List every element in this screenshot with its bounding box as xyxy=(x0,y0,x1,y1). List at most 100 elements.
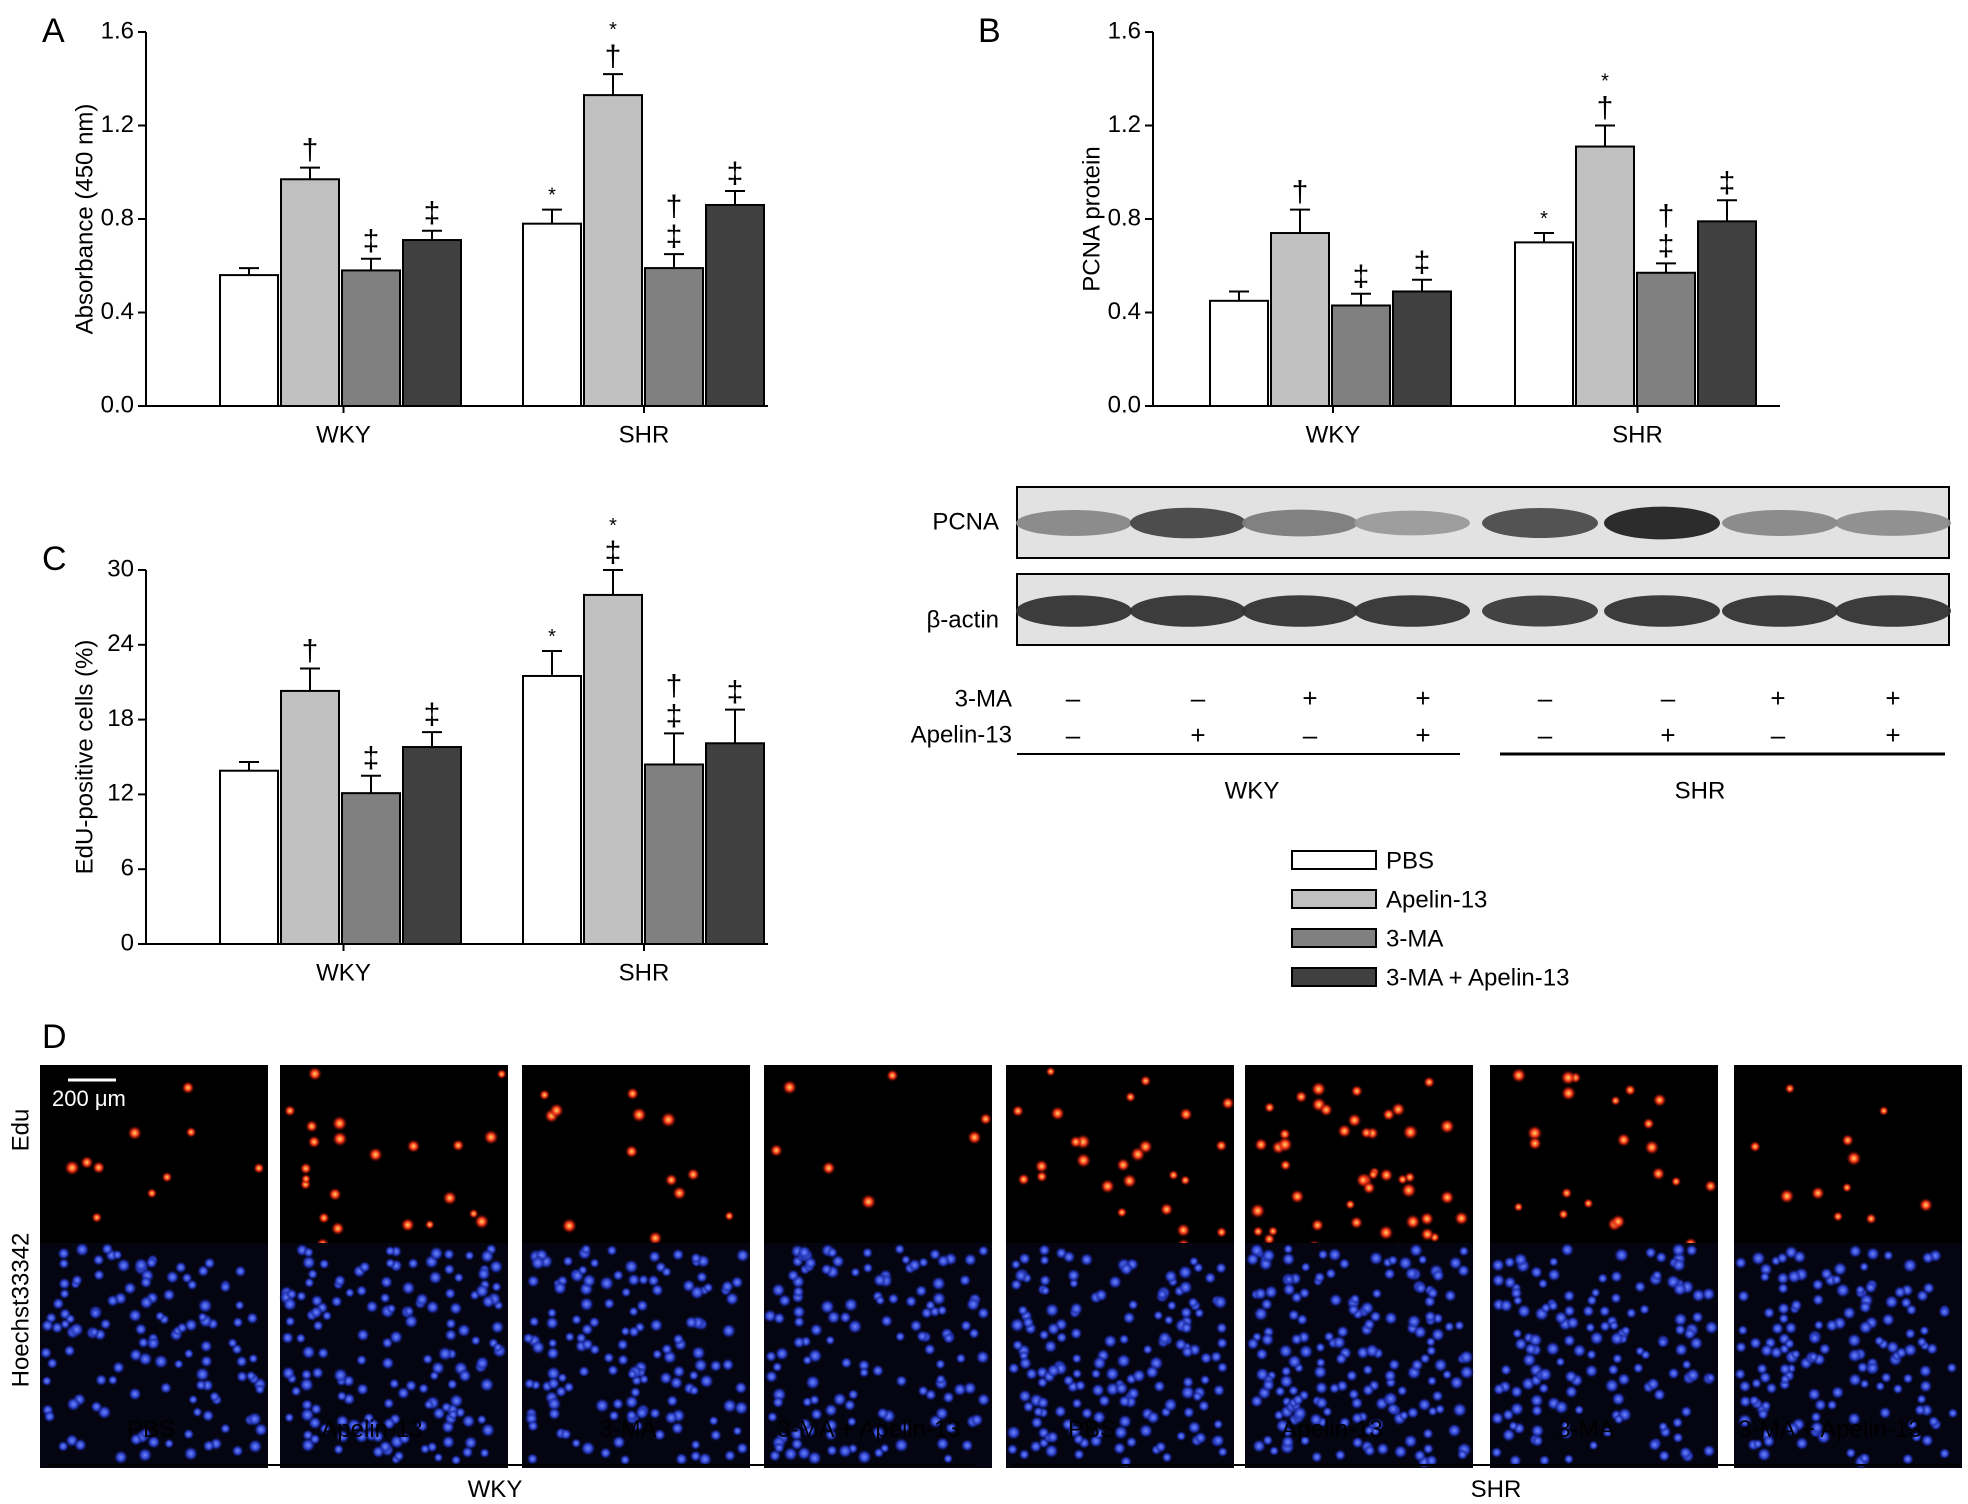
cell-nucleus-hoechst xyxy=(433,1452,444,1463)
cell-nucleus-hoechst xyxy=(1598,1305,1611,1318)
cell-nucleus-hoechst xyxy=(1336,1325,1350,1339)
cell-nucleus-hoechst xyxy=(1404,1266,1419,1281)
cell-nucleus-edu xyxy=(1216,1226,1228,1238)
cell-nucleus-hoechst xyxy=(1777,1282,1789,1295)
cell-nucleus-hoechst xyxy=(792,1285,805,1298)
cell-nucleus-hoechst xyxy=(1847,1348,1862,1363)
cell-nucleus-hoechst xyxy=(415,1419,429,1433)
cell-nucleus-edu xyxy=(1561,1085,1577,1101)
cell-nucleus-hoechst xyxy=(146,1337,160,1350)
cell-nucleus-hoechst xyxy=(1512,1295,1523,1306)
cell-nucleus-hoechst xyxy=(581,1273,597,1288)
condition-label-3ma: 3-MA xyxy=(955,685,1012,712)
cell-nucleus-hoechst xyxy=(453,1272,465,1283)
cell-nucleus-hoechst xyxy=(936,1305,948,1316)
cell-nucleus-hoechst xyxy=(936,1254,950,1268)
cell-nucleus-hoechst xyxy=(309,1305,323,1319)
cell-nucleus-hoechst xyxy=(492,1342,503,1353)
cell-nucleus-hoechst xyxy=(1864,1281,1877,1294)
cell-nucleus-hoechst xyxy=(1280,1435,1295,1449)
cell-nucleus-hoechst xyxy=(824,1403,838,1417)
cell-nucleus-hoechst xyxy=(977,1245,990,1257)
cell-nucleus-hoechst xyxy=(1531,1434,1544,1447)
cell-nucleus-hoechst xyxy=(1197,1399,1210,1412)
cell-nucleus-hoechst xyxy=(875,1295,886,1306)
cell-nucleus-hoechst xyxy=(619,1454,631,1466)
cell-nucleus-hoechst xyxy=(1673,1312,1688,1327)
cell-nucleus-edu xyxy=(1349,1216,1364,1230)
blot-band-actin-6 xyxy=(1604,595,1720,627)
cell-nucleus-hoechst xyxy=(1563,1334,1576,1347)
cell-nucleus-hoechst xyxy=(1779,1373,1791,1385)
cell-nucleus-edu xyxy=(1350,1084,1364,1098)
significance-mark-absorbance: † xyxy=(302,134,319,167)
cell-nucleus-hoechst xyxy=(1674,1323,1687,1336)
cell-nucleus-edu xyxy=(1290,1189,1305,1204)
panel-label-b: B xyxy=(978,12,1001,50)
cell-nucleus-hoechst xyxy=(1182,1406,1195,1419)
blot-band-pcna-6 xyxy=(1604,506,1720,540)
cell-nucleus-hoechst xyxy=(1414,1281,1428,1295)
cell-nucleus-hoechst xyxy=(1491,1273,1506,1288)
cell-nucleus-hoechst xyxy=(310,1403,323,1415)
cell-nucleus-hoechst xyxy=(724,1449,736,1462)
cell-nucleus-hoechst xyxy=(93,1269,105,1281)
cell-nucleus-edu xyxy=(539,1089,550,1101)
cell-nucleus-hoechst xyxy=(1213,1294,1228,1310)
cell-nucleus-hoechst xyxy=(245,1370,257,1382)
cell-nucleus-hoechst xyxy=(1651,1269,1663,1281)
cell-nucleus-hoechst xyxy=(428,1270,443,1285)
cell-nucleus-hoechst xyxy=(1126,1386,1140,1400)
bar-absorbance-wky-1 xyxy=(219,274,279,407)
cell-nucleus-hoechst xyxy=(1039,1255,1050,1266)
cell-nucleus-hoechst xyxy=(203,1257,216,1270)
cell-nucleus-hoechst xyxy=(1315,1342,1326,1353)
cell-nucleus-hoechst xyxy=(1009,1317,1025,1333)
blot-group-shr: SHR xyxy=(1675,777,1726,804)
cell-nucleus-edu xyxy=(307,1066,323,1082)
cell-nucleus-edu xyxy=(146,1188,158,1199)
cell-nucleus-hoechst xyxy=(1280,1365,1292,1377)
cell-nucleus-hoechst xyxy=(802,1355,813,1366)
cell-nucleus-hoechst xyxy=(1070,1327,1083,1340)
cell-nucleus-hoechst xyxy=(231,1444,244,1457)
y-axis-label-edu: EdU-positive cells (%) xyxy=(71,640,98,875)
bar-absorbance-wky-3 xyxy=(341,269,401,407)
cell-nucleus-hoechst xyxy=(1322,1406,1333,1417)
cell-nucleus-hoechst xyxy=(1313,1364,1328,1380)
cell-nucleus-hoechst xyxy=(1376,1442,1390,1456)
cell-nucleus-hoechst xyxy=(624,1395,639,1409)
cell-nucleus-hoechst xyxy=(1911,1431,1923,1443)
cell-nucleus-hoechst xyxy=(1503,1256,1516,1269)
cell-nucleus-hoechst xyxy=(1920,1434,1934,1447)
cell-nucleus-hoechst xyxy=(1680,1405,1693,1418)
bar-edu-shr-1 xyxy=(522,674,582,945)
cell-nucleus-hoechst xyxy=(1396,1385,1408,1397)
blot-band-actin-7 xyxy=(1722,595,1838,627)
cell-nucleus-hoechst xyxy=(708,1415,719,1427)
cell-nucleus-edu xyxy=(1139,1075,1152,1087)
micro-col-label-3: 3-MA xyxy=(599,1416,656,1443)
cell-nucleus-hoechst xyxy=(382,1417,396,1430)
cell-nucleus-hoechst xyxy=(1364,1343,1380,1358)
cell-nucleus-hoechst xyxy=(1032,1406,1044,1418)
cell-nucleus-hoechst xyxy=(1737,1324,1749,1336)
cell-nucleus-hoechst xyxy=(1555,1356,1566,1367)
cell-nucleus-edu xyxy=(483,1129,499,1145)
x-tick-label-edu: WKY xyxy=(316,959,371,986)
cell-nucleus-hoechst xyxy=(977,1306,990,1320)
cell-nucleus-hoechst xyxy=(1859,1378,1870,1389)
cell-nucleus-hoechst xyxy=(608,1410,620,1422)
cell-nucleus-hoechst xyxy=(301,1255,316,1270)
cell-nucleus-hoechst xyxy=(1398,1255,1413,1271)
cell-nucleus-hoechst xyxy=(1118,1394,1131,1408)
cell-nucleus-hoechst xyxy=(1848,1372,1862,1387)
cell-nucleus-hoechst xyxy=(154,1311,166,1322)
cell-nucleus-hoechst xyxy=(943,1453,954,1464)
significance-mark-edu: ‡ xyxy=(666,699,683,732)
western-blot: PCNA β-actin 3-MA Apelin-13 – – + + – – + + – + – +… xyxy=(911,486,1951,804)
cell-nucleus-hoechst xyxy=(1760,1400,1772,1412)
cell-nucleus-hoechst xyxy=(1300,1262,1311,1273)
cell-nucleus-edu xyxy=(561,1218,578,1234)
cell-nucleus-hoechst xyxy=(1790,1349,1801,1360)
